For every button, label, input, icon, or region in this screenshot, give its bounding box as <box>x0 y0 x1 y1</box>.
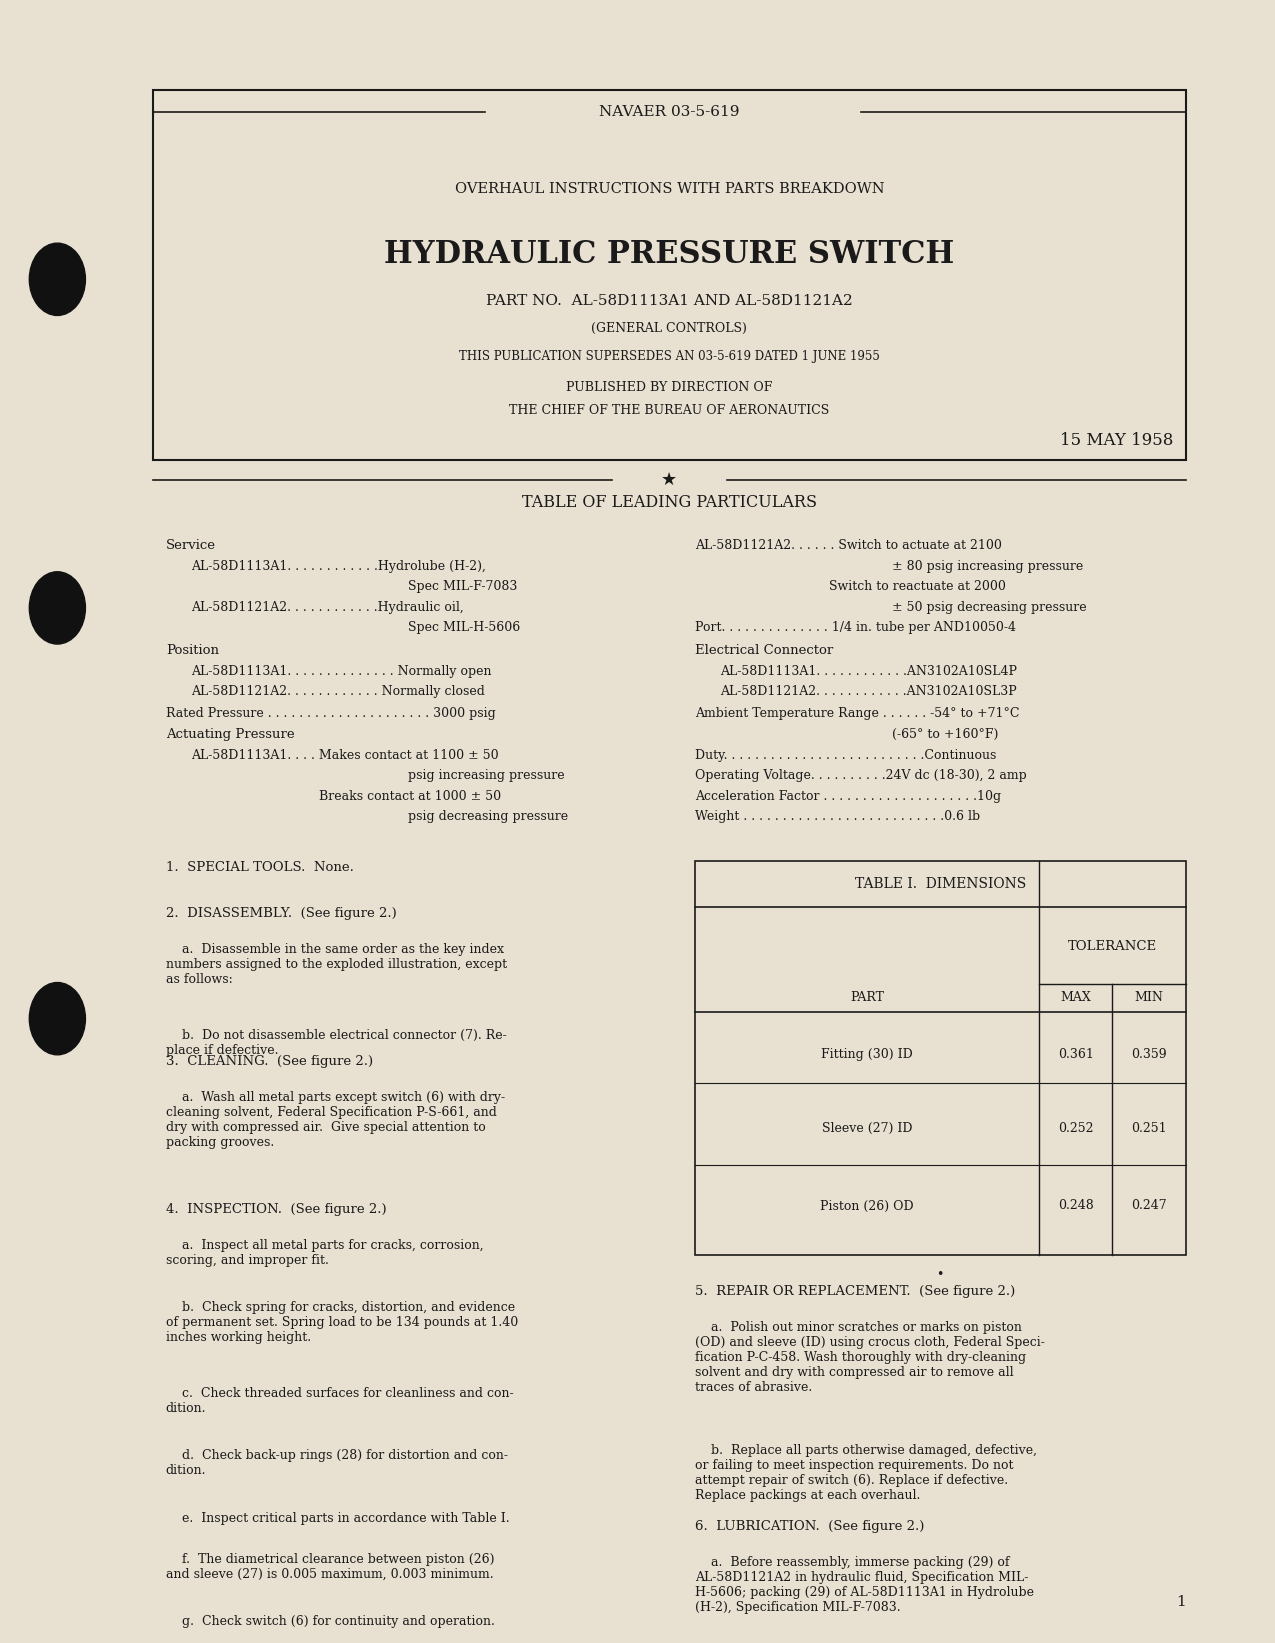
Text: 0.361: 0.361 <box>1058 1048 1094 1061</box>
Text: d.  Check back-up rings (28) for distortion and con-
dition.: d. Check back-up rings (28) for distorti… <box>166 1449 507 1477</box>
Text: TABLE I.  DIMENSIONS: TABLE I. DIMENSIONS <box>854 877 1026 891</box>
Text: f.  The diametrical clearance between piston (26)
and sleeve (27) is 0.005 maxim: f. The diametrical clearance between pis… <box>166 1553 495 1581</box>
Text: THIS PUBLICATION SUPERSEDES AN 03-5-619 DATED 1 JUNE 1955: THIS PUBLICATION SUPERSEDES AN 03-5-619 … <box>459 350 880 363</box>
Text: PUBLISHED BY DIRECTION OF: PUBLISHED BY DIRECTION OF <box>566 381 773 394</box>
Text: 0.252: 0.252 <box>1058 1122 1094 1135</box>
Text: Sleeve (27) ID: Sleeve (27) ID <box>822 1122 912 1135</box>
Text: Rated Pressure . . . . . . . . . . . . . . . . . . . . . 3000 psig: Rated Pressure . . . . . . . . . . . . .… <box>166 706 496 720</box>
Text: Spec MIL-F-7083: Spec MIL-F-7083 <box>408 580 518 593</box>
Text: (-65° to +160°F): (-65° to +160°F) <box>892 728 998 741</box>
Text: Position: Position <box>166 644 219 657</box>
Text: Switch to reactuate at 2000: Switch to reactuate at 2000 <box>829 580 1006 593</box>
Text: 3.  CLEANING.  (See figure 2.): 3. CLEANING. (See figure 2.) <box>166 1055 372 1068</box>
Text: Actuating Pressure: Actuating Pressure <box>166 728 295 741</box>
Text: a.  Polish out minor scratches or marks on piston
(OD) and sleeve (ID) using cro: a. Polish out minor scratches or marks o… <box>695 1321 1044 1393</box>
Text: 1: 1 <box>1176 1595 1186 1608</box>
Text: a.  Wash all metal parts except switch (6) with dry-
cleaning solvent, Federal S: a. Wash all metal parts except switch (6… <box>166 1091 505 1148</box>
Text: 15 MAY 1958: 15 MAY 1958 <box>1060 432 1173 449</box>
Text: psig decreasing pressure: psig decreasing pressure <box>408 810 569 823</box>
Text: 0.248: 0.248 <box>1058 1199 1094 1213</box>
Text: AL-58D1121A2. . . . . . Switch to actuate at 2100: AL-58D1121A2. . . . . . Switch to actuat… <box>695 539 1002 552</box>
Text: ± 80 psig increasing pressure: ± 80 psig increasing pressure <box>892 560 1084 573</box>
Text: 0.247: 0.247 <box>1131 1199 1167 1213</box>
Text: g.  Check switch (6) for continuity and operation.: g. Check switch (6) for continuity and o… <box>166 1615 495 1628</box>
Text: 0.359: 0.359 <box>1131 1048 1167 1061</box>
Text: 1.  SPECIAL TOOLS.  None.: 1. SPECIAL TOOLS. None. <box>166 861 353 874</box>
Text: a.  Before reassembly, immerse packing (29) of
AL-58D1121A2 in hydraulic fluid, : a. Before reassembly, immerse packing (2… <box>695 1556 1034 1613</box>
Text: OVERHAUL INSTRUCTIONS WITH PARTS BREAKDOWN: OVERHAUL INSTRUCTIONS WITH PARTS BREAKDO… <box>455 182 884 196</box>
Bar <box>695 861 1186 1255</box>
Text: •: • <box>937 1268 944 1282</box>
Text: Breaks contact at 1000 ± 50: Breaks contact at 1000 ± 50 <box>319 790 501 803</box>
Bar <box>153 90 1186 460</box>
Text: Port. . . . . . . . . . . . . . 1/4 in. tube per AND10050-4: Port. . . . . . . . . . . . . . 1/4 in. … <box>695 621 1016 634</box>
Text: AL-58D1113A1. . . . Makes contact at 1100 ± 50: AL-58D1113A1. . . . Makes contact at 110… <box>191 749 499 762</box>
Text: 2.  DISASSEMBLY.  (See figure 2.): 2. DISASSEMBLY. (See figure 2.) <box>166 907 397 920</box>
Text: TABLE OF LEADING PARTICULARS: TABLE OF LEADING PARTICULARS <box>521 495 817 511</box>
Text: 4.  INSPECTION.  (See figure 2.): 4. INSPECTION. (See figure 2.) <box>166 1203 386 1216</box>
Text: a.  Inspect all metal parts for cracks, corrosion,
scoring, and improper fit.: a. Inspect all metal parts for cracks, c… <box>166 1239 483 1267</box>
Text: TOLERANCE: TOLERANCE <box>1068 940 1156 953</box>
Circle shape <box>29 243 85 315</box>
Text: Operating Voltage. . . . . . . . . .24V dc (18-30), 2 amp: Operating Voltage. . . . . . . . . .24V … <box>695 769 1026 782</box>
Text: b.  Replace all parts otherwise damaged, defective,
or failing to meet inspectio: b. Replace all parts otherwise damaged, … <box>695 1444 1037 1502</box>
Text: (GENERAL CONTROLS): (GENERAL CONTROLS) <box>592 322 747 335</box>
Circle shape <box>29 983 85 1055</box>
Text: e.  Inspect critical parts in accordance with Table I.: e. Inspect critical parts in accordance … <box>166 1512 510 1525</box>
Text: HYDRAULIC PRESSURE SWITCH: HYDRAULIC PRESSURE SWITCH <box>384 240 955 269</box>
Text: Weight . . . . . . . . . . . . . . . . . . . . . . . . . .0.6 lb: Weight . . . . . . . . . . . . . . . . .… <box>695 810 980 823</box>
Text: Ambient Temperature Range . . . . . . -54° to +71°C: Ambient Temperature Range . . . . . . -5… <box>695 706 1020 720</box>
Text: NAVAER 03-5-619: NAVAER 03-5-619 <box>599 105 740 118</box>
Text: ± 50 psig decreasing pressure: ± 50 psig decreasing pressure <box>892 601 1088 614</box>
Text: a.  Disassemble in the same order as the key index
numbers assigned to the explo: a. Disassemble in the same order as the … <box>166 943 507 986</box>
Text: psig increasing pressure: psig increasing pressure <box>408 769 565 782</box>
Text: b.  Do not disassemble electrical connector (7). Re-
place if defective.: b. Do not disassemble electrical connect… <box>166 1029 506 1056</box>
Text: AL-58D1113A1. . . . . . . . . . . .AN3102A10SL4P: AL-58D1113A1. . . . . . . . . . . .AN310… <box>720 665 1017 679</box>
Text: AL-58D1113A1. . . . . . . . . . . . . . Normally open: AL-58D1113A1. . . . . . . . . . . . . . … <box>191 665 492 679</box>
Text: Piston (26) OD: Piston (26) OD <box>820 1199 914 1213</box>
Text: THE CHIEF OF THE BUREAU OF AERONAUTICS: THE CHIEF OF THE BUREAU OF AERONAUTICS <box>509 404 830 417</box>
Text: ★: ★ <box>662 472 677 488</box>
Text: MIN: MIN <box>1135 991 1164 1004</box>
Text: 5.  REPAIR OR REPLACEMENT.  (See figure 2.): 5. REPAIR OR REPLACEMENT. (See figure 2.… <box>695 1285 1015 1298</box>
Text: PART: PART <box>850 991 884 1004</box>
Text: AL-58D1121A2. . . . . . . . . . . .Hydraulic oil,: AL-58D1121A2. . . . . . . . . . . .Hydra… <box>191 601 464 614</box>
Text: Electrical Connector: Electrical Connector <box>695 644 833 657</box>
Text: Service: Service <box>166 539 215 552</box>
Text: AL-58D1121A2. . . . . . . . . . . . Normally closed: AL-58D1121A2. . . . . . . . . . . . Norm… <box>191 685 484 698</box>
Text: AL-58D1121A2. . . . . . . . . . . .AN3102A10SL3P: AL-58D1121A2. . . . . . . . . . . .AN310… <box>720 685 1017 698</box>
Text: 6.  LUBRICATION.  (See figure 2.): 6. LUBRICATION. (See figure 2.) <box>695 1520 924 1533</box>
Text: MAX: MAX <box>1061 991 1091 1004</box>
Text: AL-58D1113A1. . . . . . . . . . . .Hydrolube (H-2),: AL-58D1113A1. . . . . . . . . . . .Hydro… <box>191 560 486 573</box>
Text: PART NO.  AL-58D1113A1 AND AL-58D1121A2: PART NO. AL-58D1113A1 AND AL-58D1121A2 <box>486 294 853 307</box>
Text: Spec MIL-H-5606: Spec MIL-H-5606 <box>408 621 520 634</box>
Circle shape <box>29 572 85 644</box>
Text: Duty. . . . . . . . . . . . . . . . . . . . . . . . . .Continuous: Duty. . . . . . . . . . . . . . . . . . … <box>695 749 996 762</box>
Text: Fitting (30) ID: Fitting (30) ID <box>821 1048 913 1061</box>
Text: c.  Check threaded surfaces for cleanliness and con-
dition.: c. Check threaded surfaces for cleanline… <box>166 1387 514 1415</box>
Text: 0.251: 0.251 <box>1131 1122 1167 1135</box>
Text: Acceleration Factor . . . . . . . . . . . . . . . . . . . .10g: Acceleration Factor . . . . . . . . . . … <box>695 790 1001 803</box>
Text: b.  Check spring for cracks, distortion, and evidence
of permanent set. Spring l: b. Check spring for cracks, distortion, … <box>166 1301 518 1344</box>
